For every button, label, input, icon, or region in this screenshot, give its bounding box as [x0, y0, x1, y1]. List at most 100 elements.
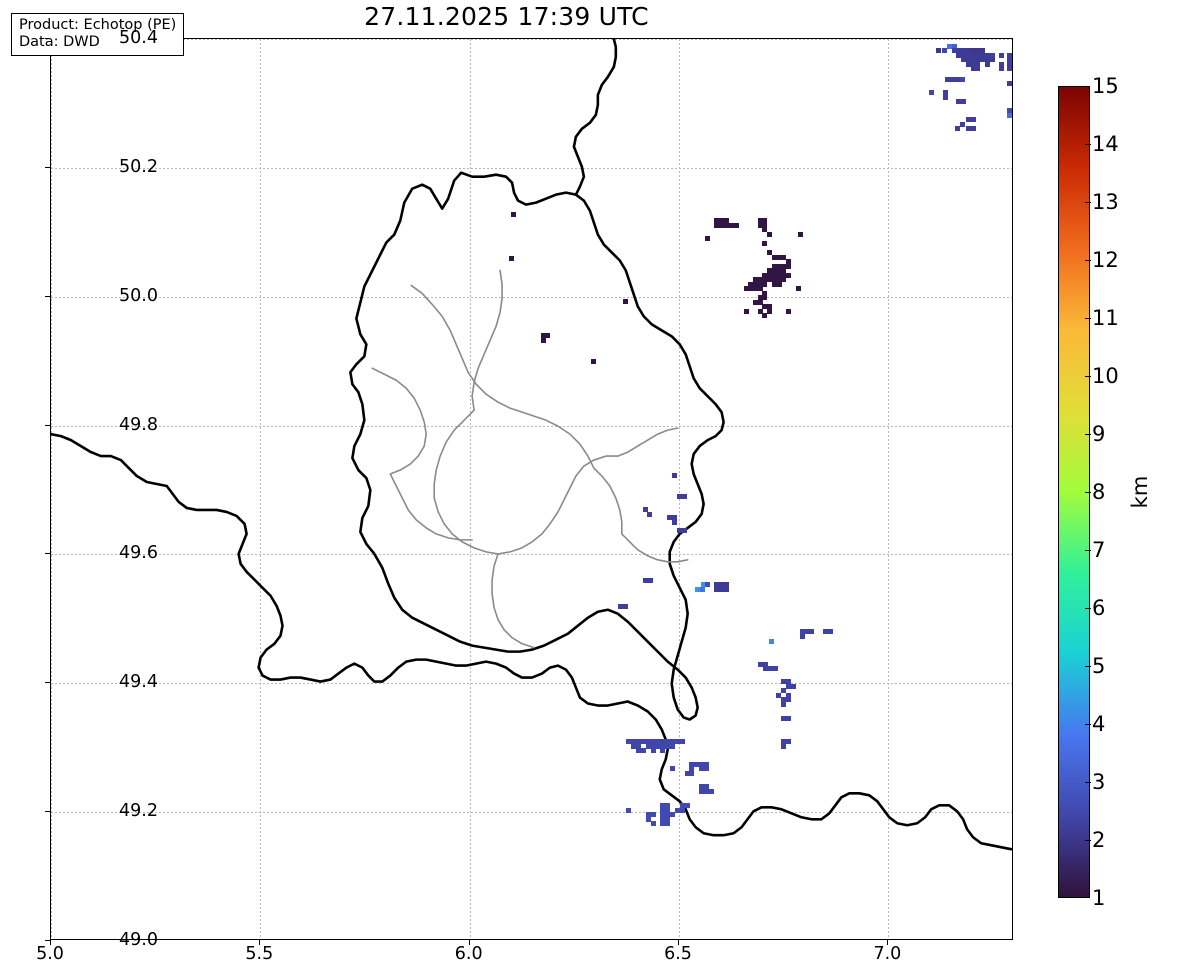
luxembourg-canton-boundaries — [371, 269, 689, 649]
radar-echo-cell — [762, 313, 768, 319]
radar-echo-cell — [643, 577, 649, 583]
radar-echo-cell — [804, 629, 810, 635]
radar-echo-cell — [781, 688, 787, 694]
y-axis-tick-label: 50.4 — [119, 28, 158, 48]
radar-echo-cell — [961, 57, 967, 63]
gridline-horizontal — [51, 425, 1012, 427]
radar-echo-cell — [945, 76, 951, 82]
radar-echo-cell — [786, 697, 792, 703]
radar-echo-cell — [796, 286, 802, 292]
radar-echo-cell — [786, 692, 792, 698]
y-axis-tick-mark — [45, 166, 50, 168]
radar-echo-cell — [1007, 52, 1012, 58]
colorbar[interactable] — [1058, 86, 1090, 898]
gridline-vertical — [260, 39, 262, 939]
radar-echo-cell — [767, 268, 773, 274]
map-plot-area[interactable] — [50, 38, 1013, 940]
gridline-horizontal — [51, 812, 1012, 814]
x-axis-tick-label: 6.0 — [454, 944, 483, 964]
radar-echo-cell — [636, 739, 642, 745]
radar-echo-cell — [672, 519, 678, 525]
radar-echo-cell — [959, 76, 965, 82]
radar-echo-cell — [509, 255, 515, 261]
radar-echo-cell — [705, 582, 711, 588]
radar-echo-cell — [655, 739, 661, 745]
radar-echo-cell — [698, 766, 704, 772]
colorbar-tick-mark — [1085, 144, 1091, 145]
radar-echo-cell — [650, 812, 656, 818]
colorbar-tick-mark — [1085, 202, 1091, 203]
product-info-box: Product: Echotop (PE) Data: DWD — [11, 13, 185, 57]
colorbar-tick-label: 4 — [1092, 712, 1106, 736]
radar-echo-cell — [718, 222, 724, 228]
radar-echo-cell — [723, 582, 729, 588]
x-axis-tick-label: 5.5 — [245, 944, 274, 964]
radar-echo-cell — [645, 816, 651, 822]
radar-echo-cell — [682, 494, 688, 500]
radar-echo-cell — [689, 766, 695, 772]
radar-echo-cell — [767, 231, 773, 237]
radar-echo-cell — [951, 43, 957, 49]
radar-echo-cell — [714, 222, 720, 228]
y-axis-tick-mark — [45, 38, 50, 39]
colorbar-tick-mark — [1085, 666, 1091, 667]
colorbar-tick-label: 9 — [1092, 422, 1106, 446]
y-axis-tick-mark — [45, 682, 50, 684]
colorbar-tick-label: 2 — [1092, 828, 1106, 852]
radar-echo-cell — [798, 231, 804, 237]
radar-echo-cell — [676, 494, 682, 500]
colorbar-tick-label: 12 — [1092, 248, 1119, 272]
radar-echo-cell — [674, 807, 680, 813]
radar-echo-cell — [767, 250, 773, 255]
radar-echo-cell — [684, 803, 690, 809]
radar-echo-cell — [623, 298, 629, 304]
radar-echo-cell — [647, 577, 653, 583]
radar-echo-cell — [645, 812, 651, 818]
page-title: 27.11.2025 17:39 UTC — [364, 2, 649, 31]
radar-echo-cell — [664, 739, 670, 745]
radar-echo-cell — [700, 586, 706, 592]
radar-echo-cell — [743, 308, 749, 314]
colorbar-tick-label: 8 — [1092, 480, 1106, 504]
radar-echo-cell — [752, 277, 758, 283]
radar-echo-cell — [772, 666, 778, 672]
radar-echo-cell — [781, 697, 787, 703]
radar-echo-cell — [641, 748, 647, 754]
colorbar-tick-mark — [1085, 434, 1091, 435]
radar-echo-cell — [999, 66, 1005, 72]
radar-echo-cell — [777, 268, 783, 274]
radar-echo-cell — [777, 277, 783, 283]
radar-echo-cell — [540, 333, 546, 339]
y-axis-tick-mark — [45, 811, 50, 813]
radar-echo-cell — [781, 268, 787, 274]
x-axis-tick-label: 6.5 — [664, 944, 692, 964]
radar-echo-cell — [757, 281, 763, 287]
y-axis-tick-mark — [45, 424, 50, 426]
radar-echo-cell — [955, 126, 961, 132]
radar-echo-cell — [781, 716, 787, 722]
x-axis-tick-label: 7.0 — [873, 944, 902, 964]
radar-echo-cell — [767, 277, 773, 283]
radar-echo-cell — [762, 277, 768, 283]
germany-france-border — [626, 700, 1012, 851]
radar-echo-cell — [650, 748, 656, 754]
radar-echo-cell — [659, 807, 665, 813]
radar-echo-cell — [723, 218, 729, 224]
radar-echo-cell — [965, 117, 971, 123]
radar-echo-cell — [757, 222, 763, 228]
radar-echo-cell — [757, 308, 763, 314]
gridline-vertical — [469, 39, 471, 939]
radar-echo-cell — [757, 286, 763, 292]
radar-echo-cell — [626, 739, 632, 745]
radar-echo-cell — [1007, 66, 1012, 72]
gridline-vertical — [679, 39, 681, 939]
radar-echo-cell — [718, 586, 724, 592]
radar-echo-cell — [669, 743, 675, 749]
radar-echo-cell — [791, 683, 797, 689]
radar-echo-cell — [772, 272, 778, 278]
y-axis-tick-mark — [45, 295, 50, 297]
gridline-horizontal — [51, 296, 1012, 298]
colorbar-tick-label: 1 — [1092, 886, 1106, 910]
radar-echo-cell — [703, 761, 709, 767]
